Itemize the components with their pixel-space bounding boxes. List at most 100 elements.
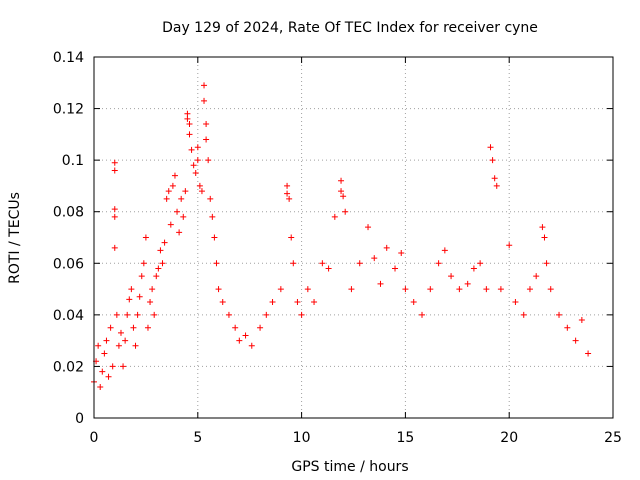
data-point <box>284 182 291 189</box>
data-point <box>192 170 199 177</box>
data-point <box>120 363 127 370</box>
data-point <box>205 157 212 164</box>
data-point <box>184 110 191 117</box>
data-point <box>470 265 477 272</box>
data-point <box>107 324 114 331</box>
chart-title: Day 129 of 2024, Rate Of TEC Index for r… <box>162 20 538 36</box>
data-point <box>331 213 338 220</box>
data-point <box>242 332 249 339</box>
data-point <box>572 337 579 344</box>
data-point <box>487 144 494 151</box>
data-point <box>304 286 311 293</box>
data-point <box>149 286 156 293</box>
data-point <box>144 324 151 331</box>
data-point <box>365 224 372 231</box>
x-tick-label: 5 <box>193 430 202 446</box>
data-point <box>207 195 214 202</box>
x-tick-label: 10 <box>293 430 311 446</box>
data-point <box>113 311 120 318</box>
data-point <box>186 121 193 128</box>
x-tick-label: 15 <box>396 430 414 446</box>
data-point <box>539 224 546 231</box>
data-point <box>178 195 185 202</box>
data-point <box>232 324 239 331</box>
data-point <box>95 342 102 349</box>
data-point <box>257 324 264 331</box>
data-point <box>103 337 110 344</box>
data-point <box>209 213 216 220</box>
data-point <box>338 188 345 195</box>
data-point <box>392 265 399 272</box>
data-point <box>371 255 378 262</box>
data-point <box>520 311 527 318</box>
data-point <box>161 239 168 246</box>
data-point <box>115 342 122 349</box>
data-point <box>111 167 118 174</box>
data-point <box>319 260 326 267</box>
data-point <box>111 206 118 213</box>
plot-frame <box>93 56 614 419</box>
data-point <box>383 244 390 251</box>
data-point <box>448 273 455 280</box>
data-point <box>105 373 112 380</box>
data-point <box>109 363 116 370</box>
data-point <box>174 208 181 215</box>
data-point <box>294 298 301 305</box>
data-point <box>122 337 129 344</box>
data-point <box>182 188 189 195</box>
y-tick-label: 0.1 <box>62 153 84 169</box>
data-point <box>142 234 149 241</box>
data-point <box>130 324 137 331</box>
data-point <box>117 329 124 336</box>
data-point <box>167 221 174 228</box>
data-point <box>128 286 135 293</box>
data-point <box>190 162 197 169</box>
data-point <box>356 260 363 267</box>
data-point <box>419 311 426 318</box>
x-axis-title: GPS time / hours <box>291 459 408 475</box>
data-point <box>111 244 118 251</box>
data-point <box>483 286 490 293</box>
data-point <box>134 311 141 318</box>
data-point <box>171 172 178 179</box>
data-point <box>219 298 226 305</box>
data-point <box>464 280 471 287</box>
data-point <box>151 311 158 318</box>
data-point <box>402 286 409 293</box>
data-point <box>263 311 270 318</box>
data-point <box>533 273 540 280</box>
data-point <box>136 293 143 300</box>
data-point <box>288 234 295 241</box>
data-point <box>456 286 463 293</box>
data-point <box>132 342 139 349</box>
data-point <box>184 115 191 122</box>
x-tick-label: 0 <box>90 430 99 446</box>
data-point <box>140 260 147 267</box>
data-point <box>284 190 291 197</box>
data-point <box>377 280 384 287</box>
data-point <box>169 182 176 189</box>
data-point <box>163 195 170 202</box>
data-point <box>556 311 563 318</box>
data-point <box>585 350 592 357</box>
data-point <box>203 121 210 128</box>
data-point <box>111 213 118 220</box>
data-point <box>236 337 243 344</box>
y-tick-label: 0.12 <box>53 102 84 118</box>
data-point <box>340 193 347 200</box>
data-point <box>491 175 498 182</box>
y-tick-label: 0 <box>75 411 84 427</box>
data-point <box>165 188 172 195</box>
data-point <box>176 229 183 236</box>
data-point <box>298 311 305 318</box>
data-point <box>410 298 417 305</box>
data-point <box>215 286 222 293</box>
data-point <box>203 136 210 143</box>
x-tick-label: 20 <box>500 430 518 446</box>
data-point <box>526 286 533 293</box>
data-point <box>153 273 160 280</box>
data-points <box>91 82 592 391</box>
data-point <box>196 182 203 189</box>
y-axis-title: ROTI / TECUs <box>7 192 23 284</box>
data-point <box>213 260 220 267</box>
